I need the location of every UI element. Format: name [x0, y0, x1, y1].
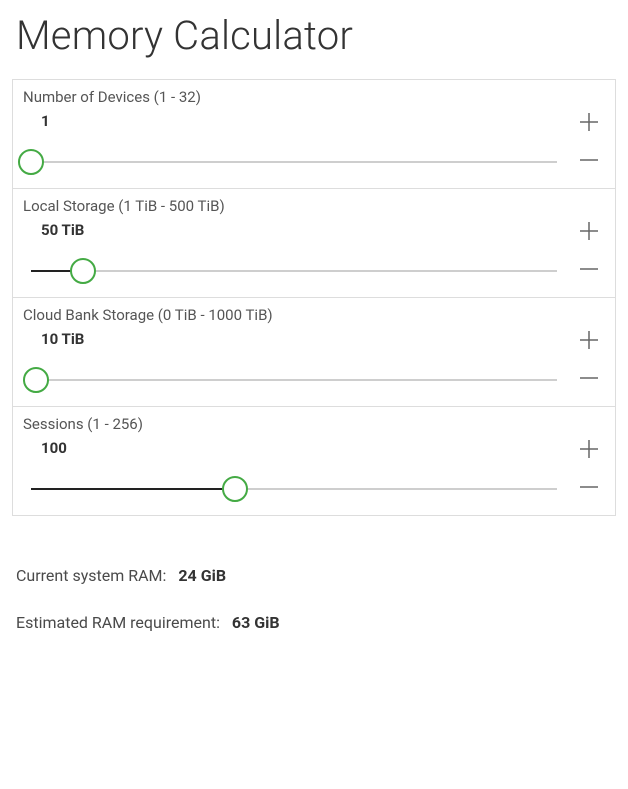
plus-icon [578, 111, 600, 133]
sessions-slider[interactable] [31, 475, 557, 503]
current-ram-value: 24 GiB [178, 566, 226, 585]
sessions-value: 100 [41, 439, 561, 457]
local-storage-label: Local Storage (1 TiB - 500 TiB) [23, 197, 561, 215]
sessions-label: Sessions (1 - 256) [23, 415, 561, 433]
estimated-ram-value: 63 GiB [232, 613, 280, 632]
estimated-ram-label: Estimated RAM requirement: [16, 613, 220, 632]
slider-controls: Number of Devices (1 - 32) 1 Lo [12, 79, 616, 516]
devices-increment-button[interactable] [575, 108, 603, 136]
slider-thumb[interactable] [222, 476, 248, 502]
slider-thumb[interactable] [23, 367, 49, 393]
control-row-devices: Number of Devices (1 - 32) 1 [13, 80, 615, 189]
control-row-cloud-bank: Cloud Bank Storage (0 TiB - 1000 TiB) 10… [13, 298, 615, 407]
plus-icon [578, 438, 600, 460]
slider-filled [31, 488, 235, 490]
devices-slider[interactable] [31, 148, 557, 176]
cloud-bank-slider[interactable] [31, 366, 557, 394]
devices-label: Number of Devices (1 - 32) [23, 88, 561, 106]
cloud-bank-value: 10 TiB [41, 330, 561, 348]
control-row-local-storage: Local Storage (1 TiB - 500 TiB) 50 TiB [13, 189, 615, 298]
local-storage-increment-button[interactable] [575, 217, 603, 245]
current-ram-line: Current system RAM: 24 GiB [16, 566, 612, 585]
estimated-ram-line: Estimated RAM requirement: 63 GiB [16, 613, 612, 632]
minus-icon [578, 258, 600, 280]
slider-track [31, 271, 557, 272]
sessions-decrement-button[interactable] [575, 473, 603, 501]
current-ram-label: Current system RAM: [16, 566, 166, 585]
slider-thumb[interactable] [70, 258, 96, 284]
slider-thumb[interactable] [18, 149, 44, 175]
slider-track [31, 380, 557, 381]
devices-value: 1 [41, 112, 561, 130]
minus-icon [578, 476, 600, 498]
local-storage-decrement-button[interactable] [575, 255, 603, 283]
devices-decrement-button[interactable] [575, 146, 603, 174]
page-title: Memory Calculator [0, 0, 628, 79]
slider-track [31, 162, 557, 163]
plus-icon [578, 329, 600, 351]
cloud-bank-decrement-button[interactable] [575, 364, 603, 392]
local-storage-slider[interactable] [31, 257, 557, 285]
cloud-bank-label: Cloud Bank Storage (0 TiB - 1000 TiB) [23, 306, 561, 324]
plus-icon [578, 220, 600, 242]
summary-section: Current system RAM: 24 GiB Estimated RAM… [0, 516, 628, 680]
minus-icon [578, 367, 600, 389]
minus-icon [578, 149, 600, 171]
sessions-increment-button[interactable] [575, 435, 603, 463]
local-storage-value: 50 TiB [41, 221, 561, 239]
control-row-sessions: Sessions (1 - 256) 100 [13, 407, 615, 515]
cloud-bank-increment-button[interactable] [575, 326, 603, 354]
